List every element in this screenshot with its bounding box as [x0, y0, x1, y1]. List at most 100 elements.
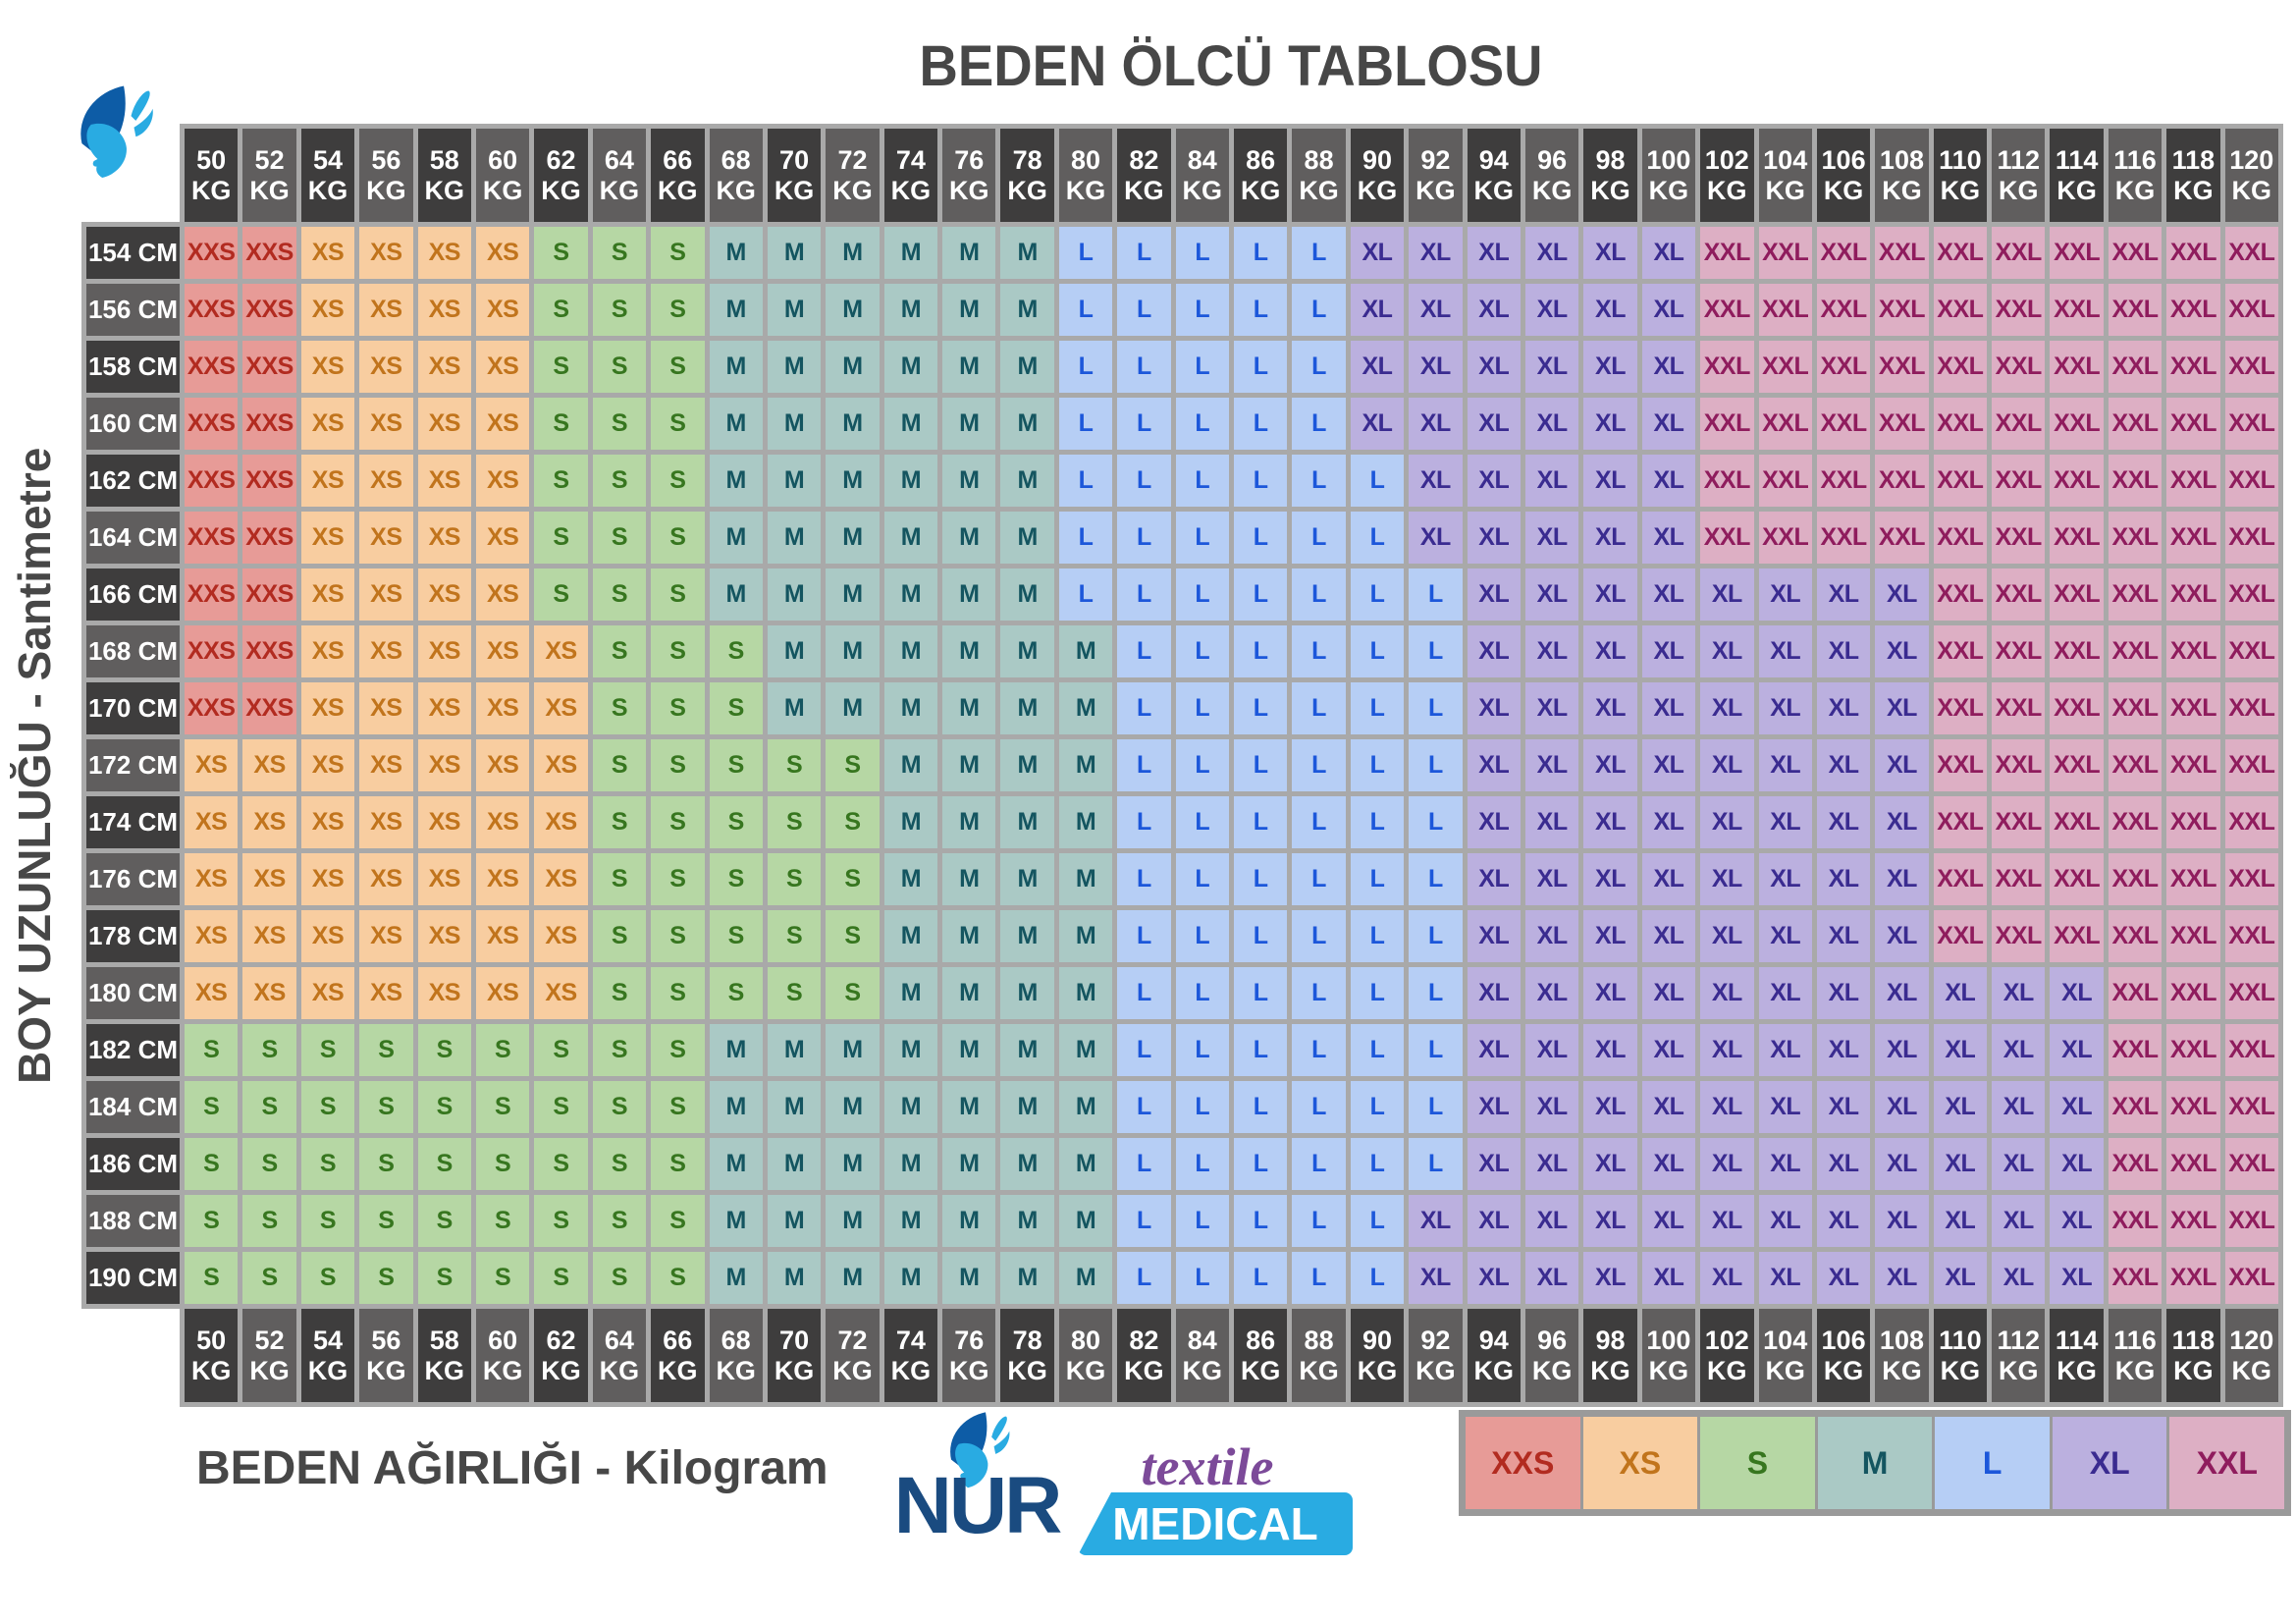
weight-header-cell: 88 KG — [1292, 129, 1346, 222]
size-cell: M — [942, 1252, 996, 1304]
size-cell: M — [883, 1195, 938, 1247]
size-cell: L — [1409, 739, 1463, 791]
size-cell: XL — [1467, 568, 1521, 621]
size-cell: S — [826, 910, 880, 962]
size-cell: L — [1117, 398, 1171, 450]
size-cell: L — [1234, 455, 1288, 507]
size-cell: XL — [1641, 1252, 1696, 1304]
size-cell: XXL — [2166, 455, 2220, 507]
weight-header-cell: 72 KG — [826, 129, 880, 222]
size-cell: XS — [475, 625, 530, 677]
size-cell: L — [1350, 512, 1405, 564]
size-cell: L — [1234, 910, 1288, 962]
size-cell: L — [1409, 853, 1463, 905]
weight-header-cell: 66 KG — [651, 129, 705, 222]
size-cell: S — [709, 796, 763, 848]
size-cell: XL — [1350, 284, 1405, 336]
size-cell: M — [1000, 512, 1054, 564]
weight-header-cell: 90 KG — [1350, 129, 1405, 222]
size-cell: XL — [1875, 910, 1929, 962]
size-cell: S — [534, 398, 588, 450]
size-cell: XL — [1816, 739, 1871, 791]
size-cell: XXL — [2224, 910, 2278, 962]
size-cell: M — [1058, 1081, 1113, 1133]
size-cell: S — [767, 796, 822, 848]
size-cell: XXL — [2108, 910, 2163, 962]
legend-item: S — [1700, 1417, 1815, 1509]
size-cell: XXL — [2166, 284, 2220, 336]
size-cell: S — [592, 284, 647, 336]
size-cell: XXL — [2166, 1252, 2220, 1304]
size-cell: XXS — [242, 227, 296, 279]
size-cell: M — [826, 341, 880, 393]
size-cell: M — [883, 1081, 938, 1133]
weight-header-row-bottom: 50 KG 52 KG 54 KG 56 KG 58 KG 60 KG 62 KG 64 KG 66 KG 68 KG… — [180, 1309, 2283, 1407]
size-cell: S — [534, 1081, 588, 1133]
size-cell: XXL — [1992, 853, 2046, 905]
legend-item: XS — [1582, 1417, 1698, 1509]
size-cell: M — [1058, 1252, 1113, 1304]
size-cell: XXL — [1875, 284, 1929, 336]
size-cell: XXL — [2108, 512, 2163, 564]
weight-header-cell: 66 KG — [651, 1309, 705, 1402]
size-cell: XS — [359, 227, 413, 279]
size-cell: XL — [1524, 910, 1579, 962]
size-cell: L — [1117, 1195, 1171, 1247]
size-cell: XL — [1641, 1138, 1696, 1190]
size-cell: L — [1350, 568, 1405, 621]
size-cell: XL — [1700, 1024, 1754, 1076]
size-cell: XL — [1350, 227, 1405, 279]
size-cell: L — [1175, 625, 1229, 677]
size-cell: XL — [1758, 625, 1812, 677]
size-cell: XL — [1641, 796, 1696, 848]
size-cell: XL — [1758, 1252, 1812, 1304]
weight-header-cell: 58 KG — [417, 129, 471, 222]
size-cell: XXL — [2166, 853, 2220, 905]
size-cell: XL — [1524, 284, 1579, 336]
size-cell: XS — [300, 625, 355, 677]
size-cell: XL — [1467, 739, 1521, 791]
size-cell: XL — [1524, 796, 1579, 848]
size-cell: L — [1234, 568, 1288, 621]
size-cell: XS — [417, 739, 471, 791]
size-cell: XXL — [1700, 227, 1754, 279]
size-cell: L — [1409, 682, 1463, 734]
size-cell: S — [300, 1024, 355, 1076]
size-cell: XXS — [242, 455, 296, 507]
size-cell: S — [359, 1024, 413, 1076]
size-cell: S — [185, 1138, 239, 1190]
size-cell: S — [651, 455, 705, 507]
size-cell: XL — [1524, 853, 1579, 905]
size-cell: M — [826, 284, 880, 336]
weight-header-cell: 56 KG — [359, 1309, 413, 1402]
size-cell: L — [1117, 739, 1171, 791]
size-cell: L — [1234, 625, 1288, 677]
size-cell: XXL — [1933, 739, 1988, 791]
weight-header-cell: 116 KG — [2108, 1309, 2163, 1402]
size-cell: L — [1350, 910, 1405, 962]
size-cell: S — [475, 1024, 530, 1076]
size-cell: S — [242, 1081, 296, 1133]
size-cell: S — [592, 227, 647, 279]
size-cell: XXL — [2108, 568, 2163, 621]
size-cell: S — [300, 1195, 355, 1247]
x-axis-label: BEDEN AĞIRLIĞI - Kilogram — [196, 1442, 828, 1494]
size-cell: XS — [242, 910, 296, 962]
size-cell: XL — [1350, 398, 1405, 450]
weight-header-cell: 118 KG — [2166, 1309, 2220, 1402]
size-cell: L — [1292, 796, 1346, 848]
size-cell: XS — [185, 967, 239, 1019]
size-cell: XS — [242, 739, 296, 791]
weight-header-cell: 120 KG — [2224, 1309, 2278, 1402]
size-cell: XS — [359, 739, 413, 791]
size-cell: M — [709, 568, 763, 621]
size-cell: L — [1117, 853, 1171, 905]
size-cell: S — [475, 1138, 530, 1190]
size-cell: L — [1058, 227, 1113, 279]
size-cell: M — [709, 1024, 763, 1076]
size-cell: L — [1234, 796, 1288, 848]
size-cell: L — [1175, 398, 1229, 450]
size-cell: XL — [1641, 682, 1696, 734]
size-cell: S — [242, 1252, 296, 1304]
weight-header-cell: 60 KG — [475, 1309, 530, 1402]
